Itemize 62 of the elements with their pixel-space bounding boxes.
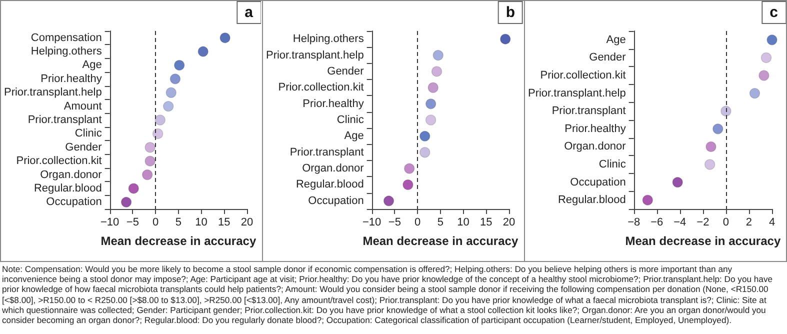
y-tick-label: Regular.blood <box>558 194 626 206</box>
y-tick-label: Occupation <box>570 176 626 188</box>
y-tick-label: Helping.others <box>292 33 364 46</box>
x-tick-label: −4 <box>674 216 686 228</box>
x-tick-label: −8 <box>628 216 640 228</box>
y-tick-label: Prior.healthy <box>302 98 364 110</box>
y-tick-label: Occupation <box>46 196 102 208</box>
y-tick-label: Prior.collection.kit <box>540 70 626 82</box>
x-axis-title: Mean decrease in accuracy <box>625 234 781 248</box>
y-tick-label: Prior.healthy <box>564 122 626 135</box>
y-tick-label: Gender <box>65 141 102 154</box>
x-tick-label: 10 <box>195 216 208 228</box>
x-tick-label: 15 <box>218 216 230 228</box>
x-tick-label: 0 <box>722 216 730 228</box>
y-tick-label: Prior.transplant <box>290 146 364 158</box>
x-tick-label: −2 <box>696 216 710 228</box>
y-tick-label: Age <box>344 130 364 142</box>
y-tick-label: Prior.collection.kit <box>16 155 102 168</box>
y-tick-label: Age <box>606 34 626 46</box>
y-tick-label: Clinic <box>336 114 364 126</box>
x-tick-label: 20 <box>502 216 516 228</box>
y-tick-label: Prior.transplant.help <box>266 49 364 62</box>
y-tick-label: Organ.donor <box>40 168 102 181</box>
y-tick-label: Helping.others <box>30 46 102 58</box>
y-tick-label: Compensation <box>30 32 102 44</box>
y-tick-label: Clinic <box>598 158 626 170</box>
y-tick-label: Age <box>82 59 102 72</box>
x-tick-label: 10 <box>457 216 470 228</box>
chart-title: c <box>770 4 778 21</box>
y-tick-label: Prior.healthy <box>40 72 102 85</box>
y-tick-label: Prior.transplant <box>28 114 102 126</box>
y-tick-label: Organ.donor <box>302 162 364 175</box>
x-tick-label: 5 <box>437 216 444 228</box>
y-tick-label: Regular.blood <box>34 182 102 194</box>
x-axis-title: Mean decrease in accuracy <box>100 234 256 248</box>
x-tick-label: 5 <box>175 216 182 228</box>
y-tick-label: Amount <box>64 100 102 112</box>
x-tick-label: −10 <box>100 216 120 228</box>
x-tick-label: 0 <box>414 216 421 228</box>
x-tick-label: 4 <box>768 216 776 228</box>
y-tick-label: Gender <box>589 52 626 64</box>
x-tick-label: −6 <box>650 216 664 228</box>
y-tick-label: Regular.blood <box>296 178 364 191</box>
chart-title: b <box>506 4 516 21</box>
x-tick-label: 0 <box>152 216 159 228</box>
y-tick-label: Prior.collection.kit <box>278 82 364 94</box>
y-tick-label: Gender <box>327 65 364 78</box>
x-tick-label: −5 <box>126 216 139 228</box>
x-axis-title: Mean decrease in accuracy <box>362 234 518 248</box>
y-tick-label: Occupation <box>308 194 364 207</box>
y-tick-label: Clinic <box>74 128 102 140</box>
x-tick-label: −10 <box>362 216 382 228</box>
y-tick-label: Prior.transplant.help <box>4 86 102 99</box>
x-tick-label: −5 <box>388 216 401 228</box>
chart-title: a <box>244 4 254 21</box>
text: Note: Compensation: Would you be more likely to become a stool sample donor if economic compensation is offered?; Helping.others: Do you believe helping others is more important than any inconvenience being a stool donor may impose?; Age: Participant age at visit; Prior.healthy: Do you have prior knowledge of the concept of a healthy stool microbiome?; Prior.transplant.help: Do you have prior knowledge of how faecal microbiota transplants could help patients?; Amount: Would you consider being a stool sample donor if receiving the following compensation per donation (None, <R150.00 [<$8.00], >R150.00 to < R250.00 [>$8.00 to $13.00], >R250.00 [<$13.00], Any amount/travel cost); Prior.transplant: Do you have prior knowledge of what a faecal microbiota transplant is?; Clinic: Site at which questionnaire was collected; Gender: Participant gender; Prior.collection.kit: Do you have prior knowledge of what a stool collection kit looks like?; Organ.donor: Are you an organ donor/would you consider becoming an organ donor?; Regular.blood: Do you regularly donate blood?; Occupation: Categorical classification of participant occupation (Learner/student, Employed, Unemployed). <box>1 263 774 326</box>
y-tick-label: Organ.donor <box>564 140 626 153</box>
y-tick-label: Prior.transplant.help <box>528 87 626 100</box>
x-tick-label: 20 <box>240 216 254 228</box>
x-tick-label: 15 <box>480 216 492 228</box>
y-tick-label: Prior.transplant <box>552 105 626 118</box>
x-tick-label: 2 <box>746 216 752 228</box>
